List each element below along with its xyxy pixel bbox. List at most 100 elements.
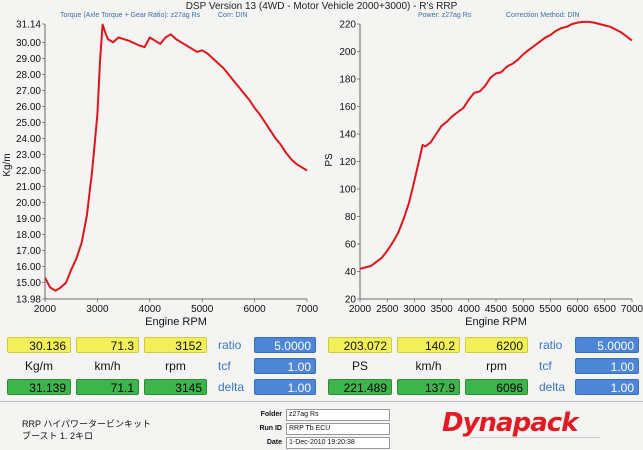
y-tick-label: 16.00 <box>16 262 41 273</box>
torque-source-label: Torque (Axle Torque + Gear Ratio): z27ag… <box>60 12 201 19</box>
torque-value-current: 30.136 <box>7 337 71 353</box>
folder-value: z27ag Rs <box>286 409 390 421</box>
y-tick-label: 29.00 <box>16 54 41 65</box>
tcf-label: tcf <box>218 359 231 373</box>
y-tick-label: 31.14 <box>16 20 41 31</box>
y-tick-label: 23.00 <box>16 150 41 161</box>
y-tick-label: 180 <box>339 75 356 86</box>
torque-value-peak: 31.139 <box>7 379 71 395</box>
torque-readout-panel: 30.136 71.3 3152 Kg/m km/h rpm 31.139 71… <box>0 333 320 398</box>
y-tick-label: 200 <box>339 47 356 58</box>
y-tick-label: 100 <box>339 185 356 196</box>
y-tick-label: 120 <box>339 157 356 168</box>
x-tick-label: 5000 <box>512 304 535 315</box>
x-tick-label: 5500 <box>539 304 562 315</box>
x-axis-label: Engine RPM <box>145 316 207 328</box>
y-tick-label: 24.00 <box>16 134 41 145</box>
x-tick-label: 6500 <box>594 304 617 315</box>
power-value-peak: 221.489 <box>328 379 392 395</box>
tcf-value: 1.00 <box>254 358 316 374</box>
power-chart: 20 40 60 80 100 120 140 160 180 200 220 2000 2500 300… <box>324 20 643 329</box>
y-tick-label: 27.00 <box>16 86 41 97</box>
x-tick-label: 7000 <box>296 304 319 315</box>
y-tick-label: 13.98 <box>16 295 41 306</box>
y-tick-label: 17.00 <box>16 246 41 257</box>
x-tick-label: 4500 <box>485 304 508 315</box>
y-axis-label: PS <box>324 153 335 167</box>
y-tick-label: 15.00 <box>16 278 41 289</box>
y-tick-label: 60 <box>345 240 357 251</box>
x-tick-label: 2000 <box>34 304 57 315</box>
ratio-value: 5.0000 <box>254 337 316 353</box>
date-key: Date <box>266 439 282 446</box>
torque-unit-label: Kg/m <box>24 359 53 373</box>
power-unit-label: PS <box>351 359 368 373</box>
y-tick-label: 19.00 <box>16 214 41 225</box>
rpm-value-current: 6200 <box>465 337 528 353</box>
y-tick-label: 26.00 <box>16 102 41 113</box>
delta-label: delta <box>539 380 566 394</box>
speed-unit-label: km/h <box>94 359 121 373</box>
speed-value-peak: 137.9 <box>397 379 460 395</box>
rpm-value-peak: 3145 <box>144 379 207 395</box>
tcf-label: tcf <box>539 359 552 373</box>
rpm-value-current: 3152 <box>144 337 207 353</box>
y-tick-label: 22.00 <box>16 166 41 177</box>
folder-key: Folder <box>260 411 282 418</box>
power-value-current: 203.072 <box>328 337 392 353</box>
y-tick-label: 160 <box>339 102 356 113</box>
y-tick-label: 25.00 <box>16 118 41 129</box>
dynapack-logo: Dynapack <box>442 408 578 438</box>
power-readout-panel: 203.072 140.2 6200 PS km/h rpm 221.489 1… <box>322 333 643 398</box>
y-tick-label: 140 <box>339 130 356 141</box>
ratio-label: ratio <box>539 338 563 352</box>
footer-note-kit: RRP ハイパワータービンキット <box>22 419 151 429</box>
y-tick-label: 80 <box>345 212 357 223</box>
footer-divider <box>0 401 643 402</box>
run-id-key: Run ID <box>259 425 282 432</box>
y-tick-label: 21.00 <box>16 182 41 193</box>
date-value: 1-Dec-2010 19:20:38 <box>286 437 390 449</box>
rpm-unit-label: rpm <box>165 359 186 373</box>
y-tick-label: 18.00 <box>16 230 41 241</box>
report-title: DSP Version 13 (4WD - Motor Vehicle 2000… <box>185 1 458 12</box>
x-tick-label: 7000 <box>621 304 643 315</box>
rpm-unit-label: rpm <box>486 359 507 373</box>
power-correction-label: Correction Method: DIN <box>506 12 580 19</box>
torque-chart: 13.98 15.00 16.00 17.00 18.00 19.00 20.00 21.00… <box>2 20 319 329</box>
ratio-value: 5.0000 <box>575 337 639 353</box>
run-id-value: RRP Tb ECU <box>286 423 390 435</box>
delta-label: delta <box>218 380 245 394</box>
y-tick-label: 220 <box>339 20 356 31</box>
x-tick-label: 3000 <box>403 304 426 315</box>
x-tick-label: 4000 <box>139 304 162 315</box>
y-tick-label: 28.00 <box>16 70 41 81</box>
speed-value-current: 71.3 <box>76 337 139 353</box>
y-tick-label: 30.00 <box>16 38 41 49</box>
series-line <box>359 20 633 270</box>
y-tick-label: 20.00 <box>16 198 41 209</box>
y-tick-label: 40 <box>345 267 357 278</box>
footer-note-boost: ブースト 1. 2キロ <box>22 431 94 441</box>
delta-value: 1.00 <box>254 379 316 395</box>
x-tick-label: 3500 <box>430 304 453 315</box>
x-tick-label: 2000 <box>349 304 372 315</box>
logo-underline <box>470 437 600 438</box>
x-axis-label: Engine RPM <box>465 316 527 328</box>
speed-value-current: 140.2 <box>397 337 460 353</box>
x-tick-label: 6000 <box>566 304 589 315</box>
tcf-value: 1.00 <box>575 358 639 374</box>
x-tick-label: 6000 <box>243 304 266 315</box>
rpm-value-peak: 6096 <box>465 379 528 395</box>
delta-value: 1.00 <box>575 379 639 395</box>
y-axis-label: Kg/m <box>2 153 13 176</box>
x-tick-label: 3000 <box>86 304 109 315</box>
x-tick-label: 4000 <box>458 304 481 315</box>
torque-correction-label: Corr: DIN <box>218 12 248 19</box>
speed-unit-label: km/h <box>415 359 442 373</box>
power-source-label: Power: z27ag Rs <box>418 12 472 19</box>
y-tick-label: 20 <box>345 295 357 306</box>
x-tick-label: 2500 <box>376 304 399 315</box>
x-tick-label: 5000 <box>191 304 214 315</box>
